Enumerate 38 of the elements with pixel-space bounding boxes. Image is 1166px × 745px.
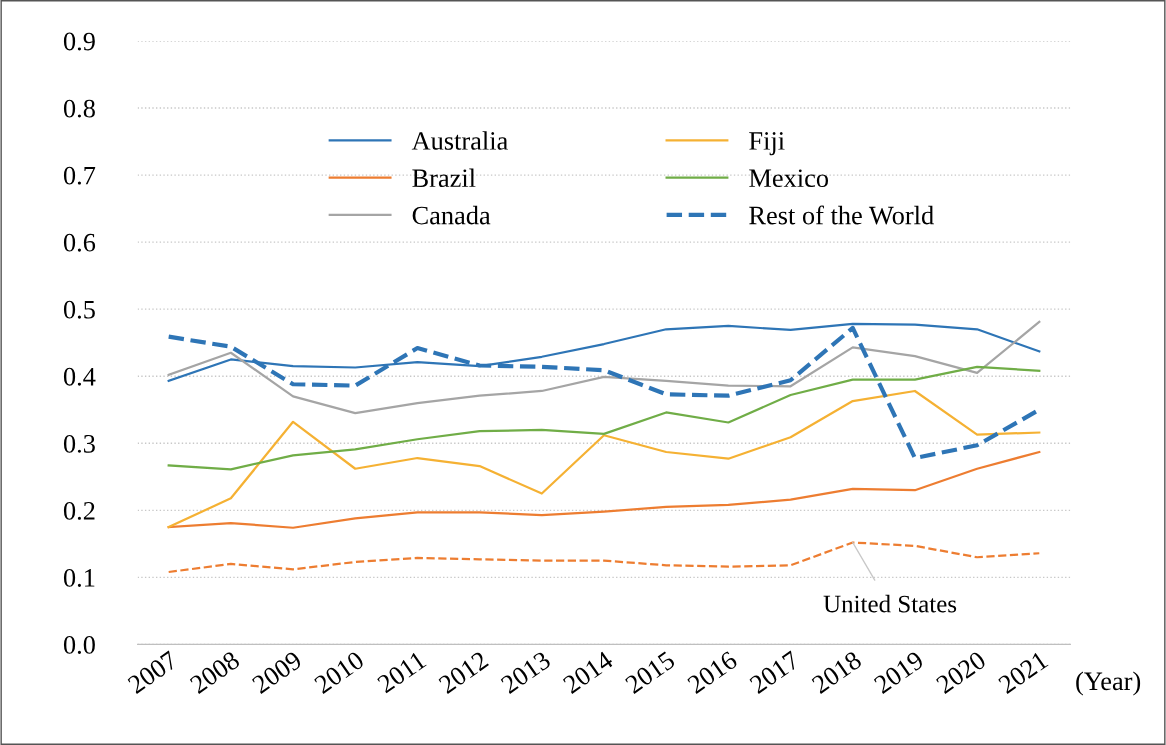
legend-label: Rest of the World xyxy=(749,205,934,225)
line-series xyxy=(167,365,1041,471)
x-tick-label: 2011 xyxy=(376,650,427,694)
y-tick-label: 0.9 xyxy=(63,32,95,51)
legend-label: Mexico xyxy=(749,169,829,188)
legend-label: Brazil xyxy=(412,168,476,188)
x-tick-label: 2007 xyxy=(126,650,179,695)
x-tick-label: 2013 xyxy=(499,650,552,695)
x-tick-label: 2020 xyxy=(935,650,987,695)
y-tick-label: 0.6 xyxy=(63,233,96,252)
annotation: United States xyxy=(823,594,957,613)
x-tick-label: 2018 xyxy=(810,650,863,695)
x-tick-label: 2015 xyxy=(624,650,676,695)
line-series xyxy=(167,320,1041,415)
x-tick-label: 2021 xyxy=(997,650,1049,695)
x-tick-label: 2009 xyxy=(251,650,303,695)
x-axis-title: (Year) xyxy=(1076,671,1141,696)
x-tick-label: 2019 xyxy=(873,650,925,695)
y-tick-label: 0.0 xyxy=(63,636,95,654)
y-tick-label: 0.8 xyxy=(63,99,95,118)
y-tick-label: 0.7 xyxy=(63,166,96,185)
x-tick-label: 2012 xyxy=(437,650,490,695)
y-tick-label: 0.2 xyxy=(63,501,95,520)
line-series xyxy=(167,450,1041,529)
x-tick-label: 2016 xyxy=(686,650,739,695)
line-series xyxy=(167,541,1041,574)
legend-label: Fiji xyxy=(749,132,785,156)
y-tick-label: 0.1 xyxy=(63,568,95,587)
x-tick-label: 2008 xyxy=(189,650,241,695)
y-tick-label: 0.4 xyxy=(63,367,96,386)
x-tick-label: 2010 xyxy=(313,650,366,695)
legend-label: Canada xyxy=(412,205,491,225)
legend-label: Australia xyxy=(411,131,508,150)
y-tick-label: 0.5 xyxy=(63,300,95,319)
x-tick-label: 2017 xyxy=(748,650,801,695)
y-tick-label: 0.3 xyxy=(63,434,95,453)
x-tick-label: 2014 xyxy=(562,650,615,695)
line-series xyxy=(167,389,1041,529)
